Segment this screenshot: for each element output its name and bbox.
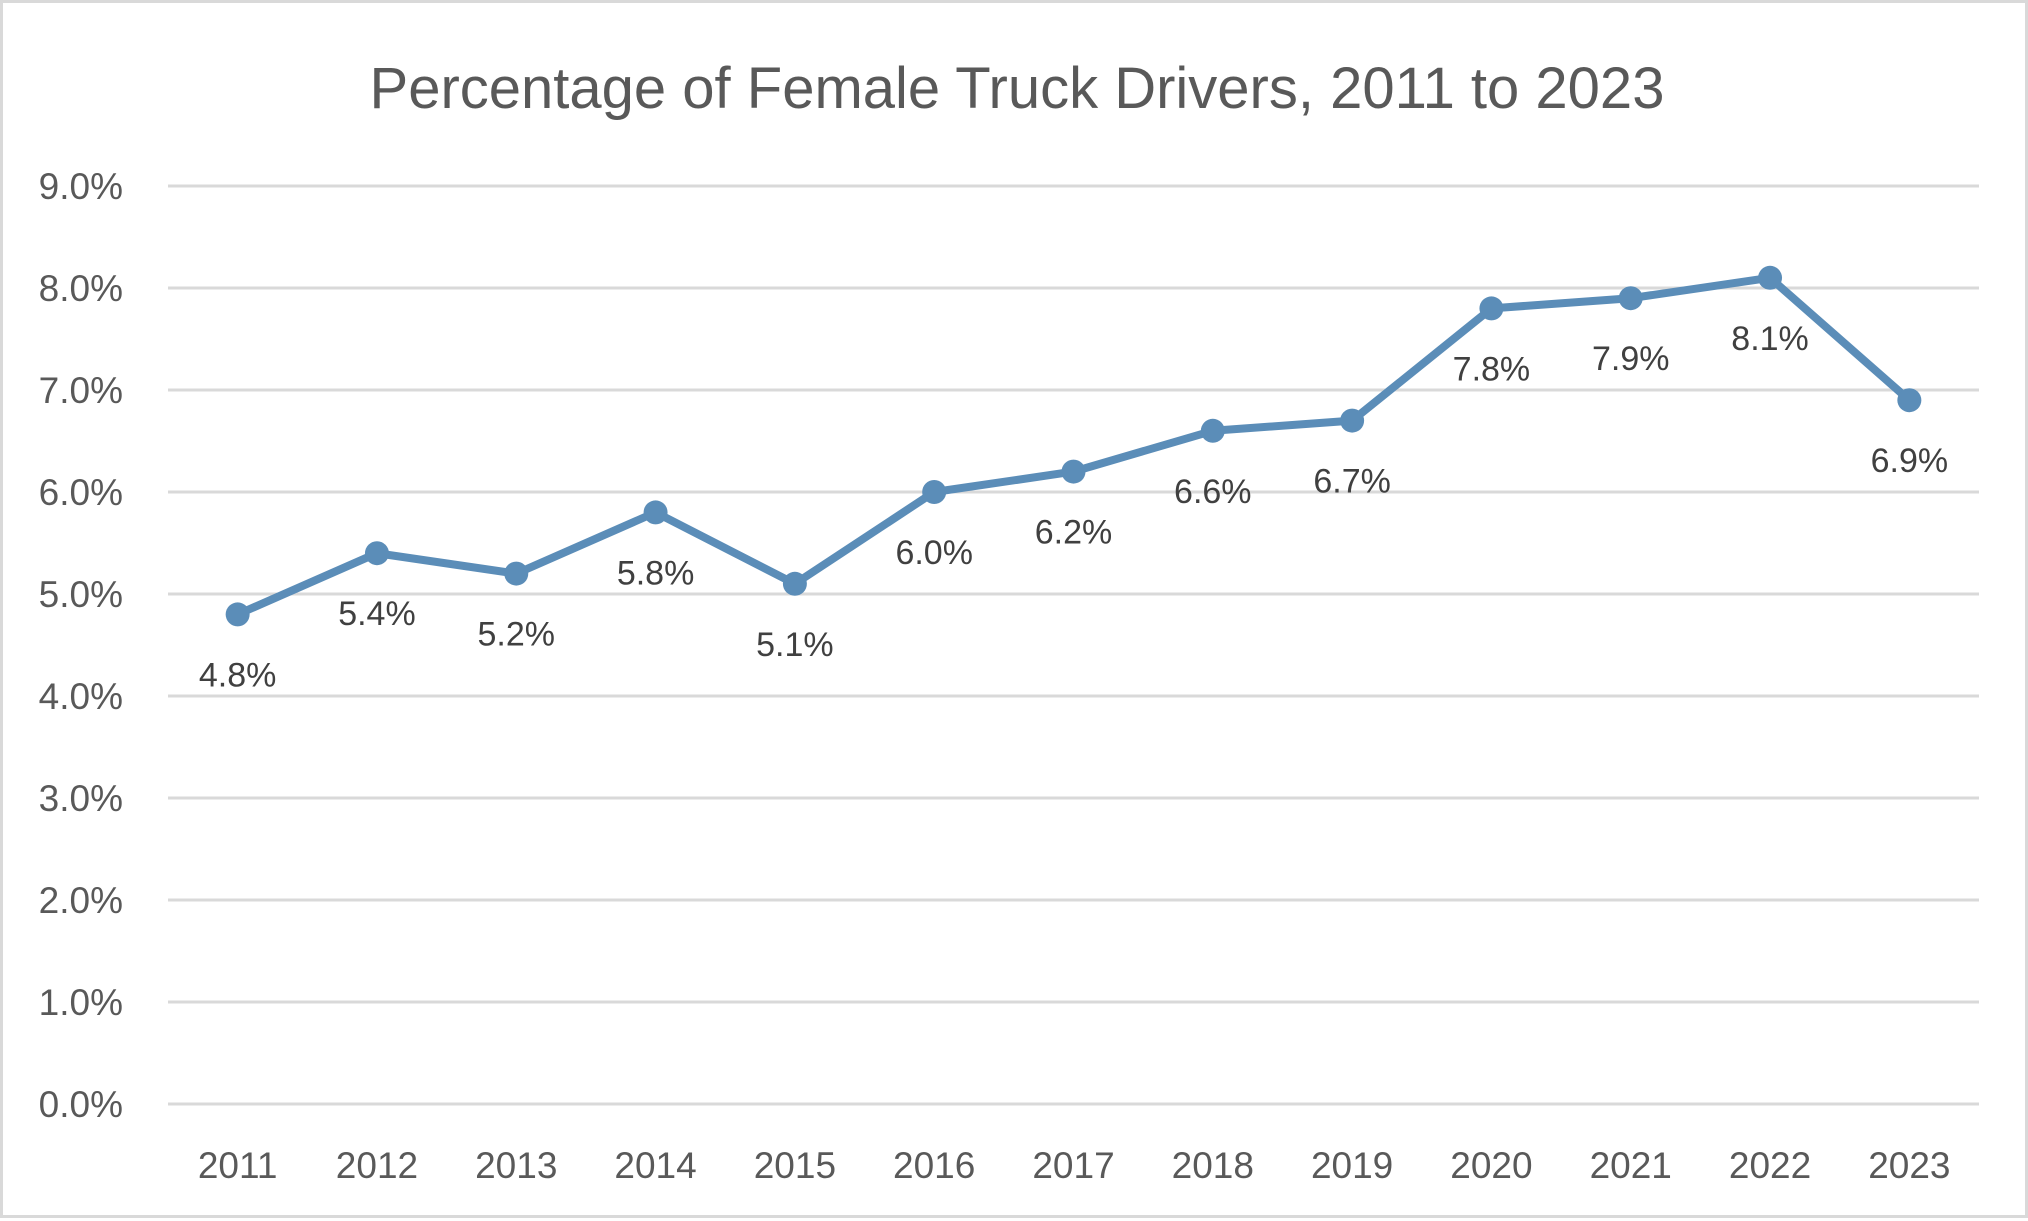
x-tick-label: 2015 (754, 1145, 836, 1186)
line-chart: Percentage of Female Truck Drivers, 2011… (39, 56, 1979, 1186)
data-point-marker[interactable] (1200, 418, 1225, 443)
data-label: 4.8% (199, 656, 277, 694)
data-point-marker[interactable] (922, 480, 947, 504)
data-point-marker[interactable] (1479, 296, 1504, 321)
y-tick-label: 2.0% (39, 880, 123, 921)
y-tick-label: 4.0% (39, 676, 123, 717)
y-tick-label: 7.0% (39, 370, 123, 411)
y-tick-label: 9.0% (39, 166, 123, 207)
data-label-layer: 4.8% 5.4% 5.2% 5.8% 5.1% 6.0% 6.2% 6.6% 6.7% 7.8%… (199, 320, 1948, 695)
data-point-marker[interactable] (1061, 459, 1086, 484)
data-label: 7.8% (1453, 350, 1531, 388)
data-point-marker[interactable] (1897, 388, 1922, 413)
data-label: 5.8% (617, 554, 695, 592)
data-label: 7.9% (1592, 340, 1670, 378)
data-label: 5.1% (756, 626, 834, 664)
x-tick-label: 2023 (1868, 1145, 1950, 1186)
data-label: 6.7% (1313, 463, 1391, 501)
data-label: 5.2% (478, 616, 556, 654)
x-tick-label: 2013 (475, 1145, 557, 1186)
data-label: 6.0% (895, 534, 973, 572)
y-axis-tick-labels: 0.0% 1.0% 2.0% 3.0% 4.0% 5.0% 6.0% 7.0% 8.0% 9.0% (39, 166, 123, 1125)
x-tick-label: 2014 (614, 1145, 696, 1186)
data-point-marker[interactable] (643, 500, 668, 525)
y-tick-label: 6.0% (39, 472, 123, 513)
gridlines (168, 184, 1979, 1106)
chart-title: Percentage of Female Truck Drivers, 2011… (370, 56, 1665, 121)
y-tick-label: 3.0% (39, 778, 123, 819)
x-tick-label: 2012 (336, 1145, 418, 1186)
series-line-layer (233, 273, 1914, 619)
series-marker-layer (225, 265, 1922, 627)
data-point-marker[interactable] (1340, 408, 1365, 433)
x-tick-label: 2022 (1729, 1145, 1811, 1186)
data-point-marker[interactable] (364, 541, 389, 566)
data-label: 8.1% (1731, 320, 1809, 358)
y-tick-label: 5.0% (39, 574, 123, 615)
data-point-marker[interactable] (225, 602, 250, 627)
data-label: 5.4% (338, 595, 416, 633)
x-tick-label: 2020 (1450, 1145, 1532, 1186)
y-tick-label: 8.0% (39, 268, 123, 309)
data-point-marker[interactable] (1758, 265, 1783, 290)
x-tick-label: 2021 (1590, 1145, 1672, 1186)
data-point-marker[interactable] (1618, 286, 1643, 311)
series-line (233, 273, 1914, 619)
data-point-marker[interactable] (782, 571, 807, 596)
data-label: 6.2% (1035, 514, 1113, 552)
data-label: 6.9% (1871, 442, 1949, 480)
x-tick-label: 2017 (1032, 1145, 1114, 1186)
y-tick-label: 0.0% (39, 1084, 123, 1125)
x-tick-label: 2011 (198, 1145, 278, 1186)
data-point-marker[interactable] (504, 561, 529, 586)
x-axis-tick-labels: 2011 2012 2013 2014 2015 2016 2017 2018 2019 2020… (198, 1145, 1951, 1186)
data-label: 6.6% (1174, 473, 1252, 511)
x-tick-label: 2016 (893, 1145, 975, 1186)
x-tick-label: 2019 (1311, 1145, 1393, 1186)
y-tick-label: 1.0% (39, 982, 123, 1023)
x-tick-label: 2018 (1172, 1145, 1254, 1186)
